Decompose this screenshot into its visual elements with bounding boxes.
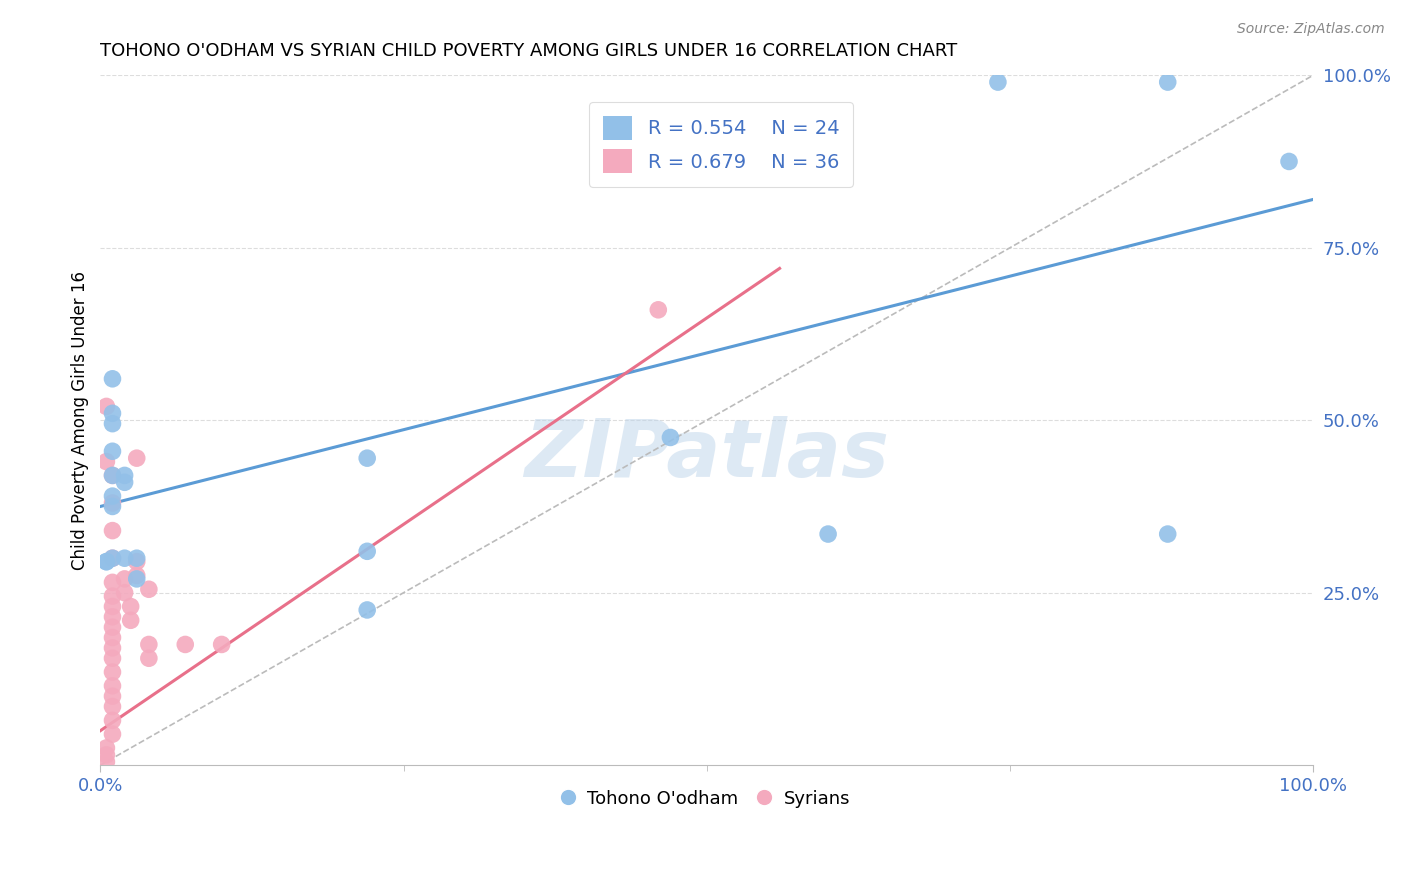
Point <box>96 454 118 468</box>
Point <box>174 637 197 651</box>
Point <box>101 620 124 634</box>
Point <box>101 372 124 386</box>
Legend: Tohono O'odham, Syrians: Tohono O'odham, Syrians <box>557 782 858 814</box>
Point <box>96 555 118 569</box>
Point <box>101 631 124 645</box>
Point <box>101 524 124 538</box>
Point <box>125 451 148 466</box>
Point <box>125 555 148 569</box>
Point <box>125 568 148 582</box>
Point <box>125 551 148 566</box>
Point <box>138 637 160 651</box>
Point <box>138 582 160 597</box>
Point <box>101 714 124 728</box>
Point <box>211 637 233 651</box>
Point <box>647 302 669 317</box>
Point <box>114 475 136 490</box>
Point <box>101 500 124 514</box>
Point <box>1278 154 1301 169</box>
Point <box>96 747 118 762</box>
Point <box>659 430 682 444</box>
Point <box>101 496 124 510</box>
Point <box>114 468 136 483</box>
Point <box>114 585 136 599</box>
Point <box>101 575 124 590</box>
Point <box>101 406 124 420</box>
Point <box>101 468 124 483</box>
Point <box>101 551 124 566</box>
Point <box>356 603 378 617</box>
Y-axis label: Child Poverty Among Girls Under 16: Child Poverty Among Girls Under 16 <box>72 270 89 570</box>
Point <box>101 417 124 431</box>
Point <box>101 468 124 483</box>
Point <box>101 665 124 679</box>
Point <box>987 75 1010 89</box>
Point <box>101 690 124 704</box>
Point <box>356 451 378 466</box>
Point <box>101 551 124 566</box>
Point <box>96 755 118 769</box>
Point <box>125 572 148 586</box>
Point <box>96 555 118 569</box>
Point <box>101 727 124 741</box>
Point <box>101 610 124 624</box>
Point <box>96 741 118 756</box>
Point <box>101 640 124 655</box>
Point <box>101 651 124 665</box>
Point <box>101 489 124 503</box>
Point <box>101 599 124 614</box>
Point <box>120 613 142 627</box>
Point <box>114 572 136 586</box>
Point <box>101 699 124 714</box>
Point <box>138 651 160 665</box>
Point <box>817 527 839 541</box>
Point <box>114 551 136 566</box>
Point <box>101 589 124 603</box>
Point <box>1157 527 1180 541</box>
Text: TOHONO O'ODHAM VS SYRIAN CHILD POVERTY AMONG GIRLS UNDER 16 CORRELATION CHART: TOHONO O'ODHAM VS SYRIAN CHILD POVERTY A… <box>100 42 957 60</box>
Point <box>356 544 378 558</box>
Point <box>101 444 124 458</box>
Text: ZIPatlas: ZIPatlas <box>524 416 890 493</box>
Text: Source: ZipAtlas.com: Source: ZipAtlas.com <box>1237 22 1385 37</box>
Point <box>120 599 142 614</box>
Point <box>101 679 124 693</box>
Point <box>96 400 118 414</box>
Point <box>1157 75 1180 89</box>
